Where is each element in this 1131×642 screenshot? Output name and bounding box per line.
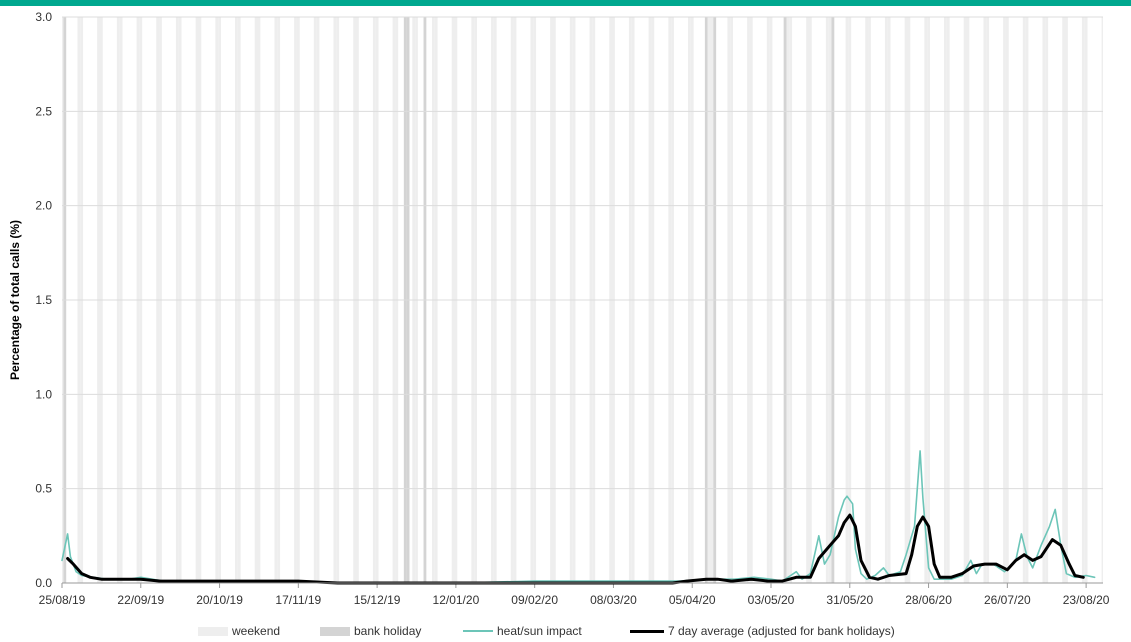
x-tick-label: 08/03/20: [590, 593, 637, 607]
heat-swatch: [463, 630, 493, 632]
top-accent-bar: [0, 0, 1131, 6]
x-tick-label: 20/10/19: [196, 593, 243, 607]
legend-item-bank-holiday: bank holiday: [320, 623, 421, 639]
y-tick-label: 2.5: [35, 104, 52, 118]
x-tick-label: 03/05/20: [748, 593, 795, 607]
weekend-swatch: [198, 626, 228, 636]
x-axis-ticks: 25/08/19 22/09/19 20/10/19 17/11/19 15/12/19…: [39, 583, 1110, 607]
legend-label-bank-holiday: bank holiday: [354, 624, 422, 638]
legend-label-heat: heat/sun impact: [497, 624, 582, 638]
y-tick-label: 1.5: [35, 293, 52, 307]
x-tick-label: 26/07/20: [984, 593, 1031, 607]
average-swatch: [630, 629, 664, 633]
y-tick-label: 3.0: [35, 10, 52, 24]
legend-item-average: 7 day average (adjusted for bank holiday…: [630, 623, 895, 639]
y-tick-label: 0.5: [35, 482, 52, 496]
x-tick-label: 22/09/19: [117, 593, 164, 607]
legend-label-weekend: weekend: [232, 624, 281, 638]
bank-holiday-swatch: [320, 626, 350, 636]
y-tick-label: 2.0: [35, 199, 52, 213]
x-tick-label: 15/12/19: [354, 593, 401, 607]
y-tick-label: 1.0: [35, 387, 52, 401]
legend-item-heat: heat/sun impact: [463, 623, 582, 639]
x-tick-label: 23/08/20: [1063, 593, 1110, 607]
y-axis-ticks: 0.0 0.5 1.0 1.5 2.0 2.5 3.0: [35, 10, 52, 590]
series-lines: [61, 450, 1096, 585]
y-axis-title: Percentage of total calls (%): [8, 220, 22, 380]
x-tick-label: 05/04/20: [669, 593, 716, 607]
x-tick-label: 12/01/20: [433, 593, 480, 607]
x-tick-label: 28/06/20: [905, 593, 952, 607]
series-line-avg: [66, 513, 1085, 585]
chart: 0.0 0.5 1.0 1.5 2.0 2.5 3.0 25/08/19 22/09/19 20…: [8, 10, 1110, 607]
legend-item-weekend: weekend: [198, 623, 280, 639]
gridlines: [62, 16, 1103, 490]
legend: weekend bank holiday heat/sun impact 7 d…: [0, 620, 1131, 642]
x-tick-label: 31/05/20: [826, 593, 873, 607]
x-tick-label: 25/08/19: [39, 593, 86, 607]
x-tick-label: 09/02/20: [511, 593, 558, 607]
legend-label-average: 7 day average (adjusted for bank holiday…: [668, 624, 895, 638]
y-tick-label: 0.0: [35, 576, 52, 590]
x-tick-label: 17/11/19: [275, 593, 321, 607]
